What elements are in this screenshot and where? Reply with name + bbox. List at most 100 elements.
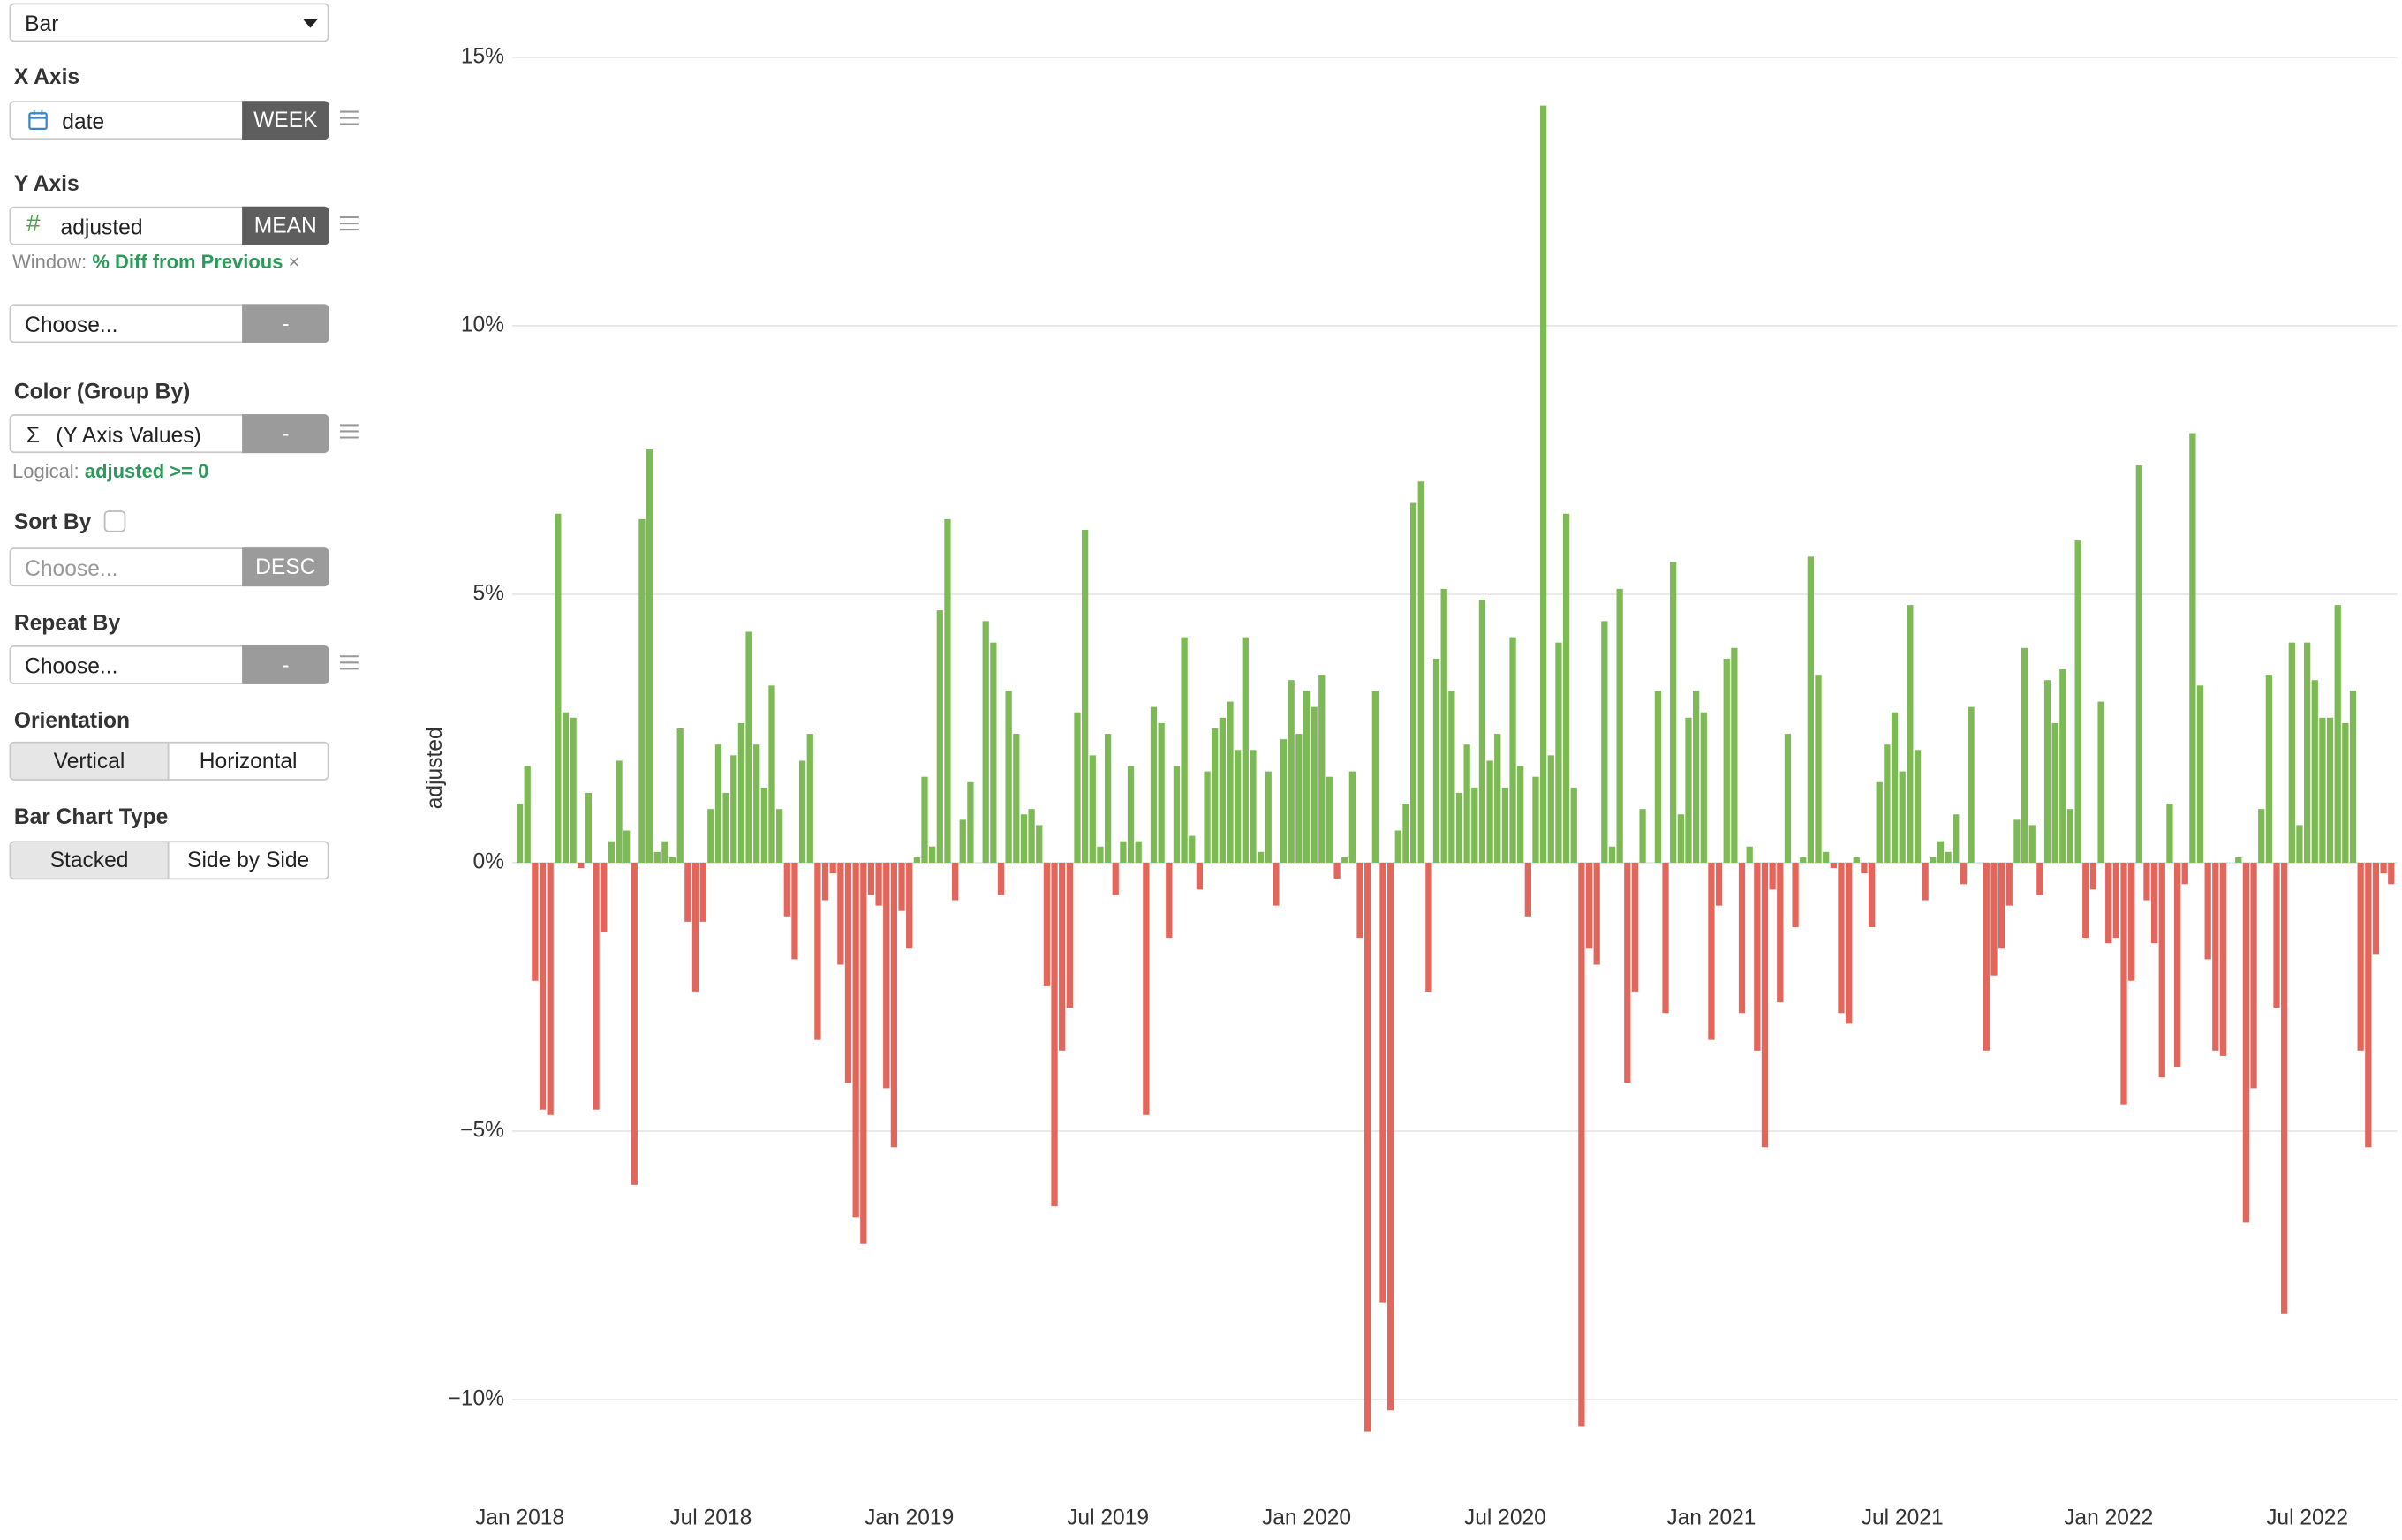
sort-direction-button[interactable]: DESC <box>242 547 329 587</box>
bar <box>1983 862 1990 1051</box>
bar <box>2250 862 2257 1089</box>
bar <box>1051 862 1058 1207</box>
bar <box>1227 701 1234 863</box>
repeat-field[interactable]: Choose... - <box>9 645 329 684</box>
color-field[interactable]: Σ (Y Axis Values) - <box>9 414 329 454</box>
x-field[interactable]: date WEEK <box>9 101 329 140</box>
bar <box>1930 857 1937 863</box>
x-tick-label: Jan 2021 <box>1666 1506 1756 1530</box>
calendar-icon <box>28 109 48 130</box>
y-field[interactable]: # adjusted MEAN <box>9 206 329 245</box>
bar <box>2173 862 2181 1068</box>
bar <box>2036 862 2043 895</box>
field-name: date <box>62 108 105 134</box>
bar <box>2051 722 2058 863</box>
menu-icon[interactable] <box>339 215 359 231</box>
bar <box>1639 809 1646 863</box>
x-tick-label: Jan 2018 <box>475 1506 564 1530</box>
bar <box>1235 750 1242 863</box>
bar <box>921 776 928 863</box>
bar <box>2005 862 2013 906</box>
bar <box>1692 691 1700 863</box>
aggregation-button[interactable]: WEEK <box>242 101 329 140</box>
toggle-option[interactable]: Stacked <box>9 841 170 880</box>
bar <box>1738 862 1746 1014</box>
bar <box>1823 851 1830 863</box>
bar <box>1013 734 1020 863</box>
bar <box>646 449 653 863</box>
bar <box>929 846 936 863</box>
bar <box>1120 841 1127 863</box>
bar <box>867 862 875 895</box>
bar <box>745 631 752 863</box>
bar <box>1318 675 1326 863</box>
bar <box>1196 862 1204 890</box>
menu-icon[interactable] <box>339 424 359 440</box>
x-tick-label: Jul 2022 <box>2266 1506 2348 1530</box>
bar <box>1922 862 1929 901</box>
remove-icon[interactable]: × <box>288 251 300 274</box>
bar <box>1173 766 1181 863</box>
x-tick-label: Jan 2019 <box>865 1506 954 1530</box>
toggle-option[interactable]: Vertical <box>9 741 170 781</box>
bar <box>2303 642 2311 863</box>
bar <box>1616 588 1623 863</box>
x-tick-label: Jan 2022 <box>2064 1506 2153 1530</box>
bar <box>2066 809 2074 863</box>
aggregation-button[interactable]: - <box>242 414 329 454</box>
bar <box>2342 722 2349 863</box>
bar <box>1371 691 1379 863</box>
toggle-option[interactable]: Horizontal <box>167 741 329 781</box>
bar <box>1150 706 1158 863</box>
bar <box>2028 825 2036 863</box>
bar <box>1501 787 1509 863</box>
bar <box>699 862 706 922</box>
bar <box>1005 691 1012 863</box>
window-value[interactable]: % Diff from Previous <box>92 251 283 274</box>
bar <box>2334 605 2341 863</box>
bar <box>1364 862 1371 1432</box>
bar <box>1043 862 1051 986</box>
bar <box>1853 857 1860 863</box>
bar <box>982 621 989 863</box>
aggregation-button[interactable]: - <box>242 645 329 684</box>
aggregation-button[interactable]: - <box>242 304 329 343</box>
bar <box>944 518 951 863</box>
bar <box>2196 685 2204 863</box>
aggregation-button[interactable]: MEAN <box>242 206 329 245</box>
bar <box>653 851 661 863</box>
logical-value[interactable]: adjusted >= 0 <box>84 460 209 483</box>
placeholder: Choose... <box>25 312 118 337</box>
bar <box>616 760 623 863</box>
bar <box>585 792 593 863</box>
y-tick-label: −10% <box>449 1387 505 1411</box>
bar <box>1815 675 1822 863</box>
bar <box>1876 781 1883 863</box>
bar <box>875 862 882 906</box>
bar <box>883 862 890 1089</box>
bar <box>2135 465 2142 863</box>
extra-y-field[interactable]: Choose... - <box>9 304 329 343</box>
bar <box>1494 734 1501 863</box>
bar <box>997 862 1005 895</box>
x-tick-label: Jan 2020 <box>1262 1506 1351 1530</box>
chart-type-select[interactable]: Bar <box>9 3 329 42</box>
menu-icon[interactable] <box>339 654 359 670</box>
bar <box>1448 691 1455 863</box>
x-tick-label: Jul 2019 <box>1067 1506 1149 1530</box>
bar <box>1754 862 1761 1051</box>
bar <box>1074 712 1081 863</box>
bar <box>1945 851 1952 863</box>
bar <box>1761 862 1769 1148</box>
sort-checkbox[interactable] <box>103 510 126 532</box>
sort-field[interactable]: Choose... DESC <box>9 547 329 587</box>
bar <box>524 766 531 863</box>
bar <box>1677 814 1684 863</box>
numeric-icon: # <box>26 210 41 238</box>
bar <box>2326 717 2334 863</box>
toggle-option[interactable]: Side by Side <box>167 841 329 880</box>
bar <box>1555 642 1562 863</box>
bar <box>2219 862 2227 1056</box>
menu-icon[interactable] <box>339 110 359 126</box>
